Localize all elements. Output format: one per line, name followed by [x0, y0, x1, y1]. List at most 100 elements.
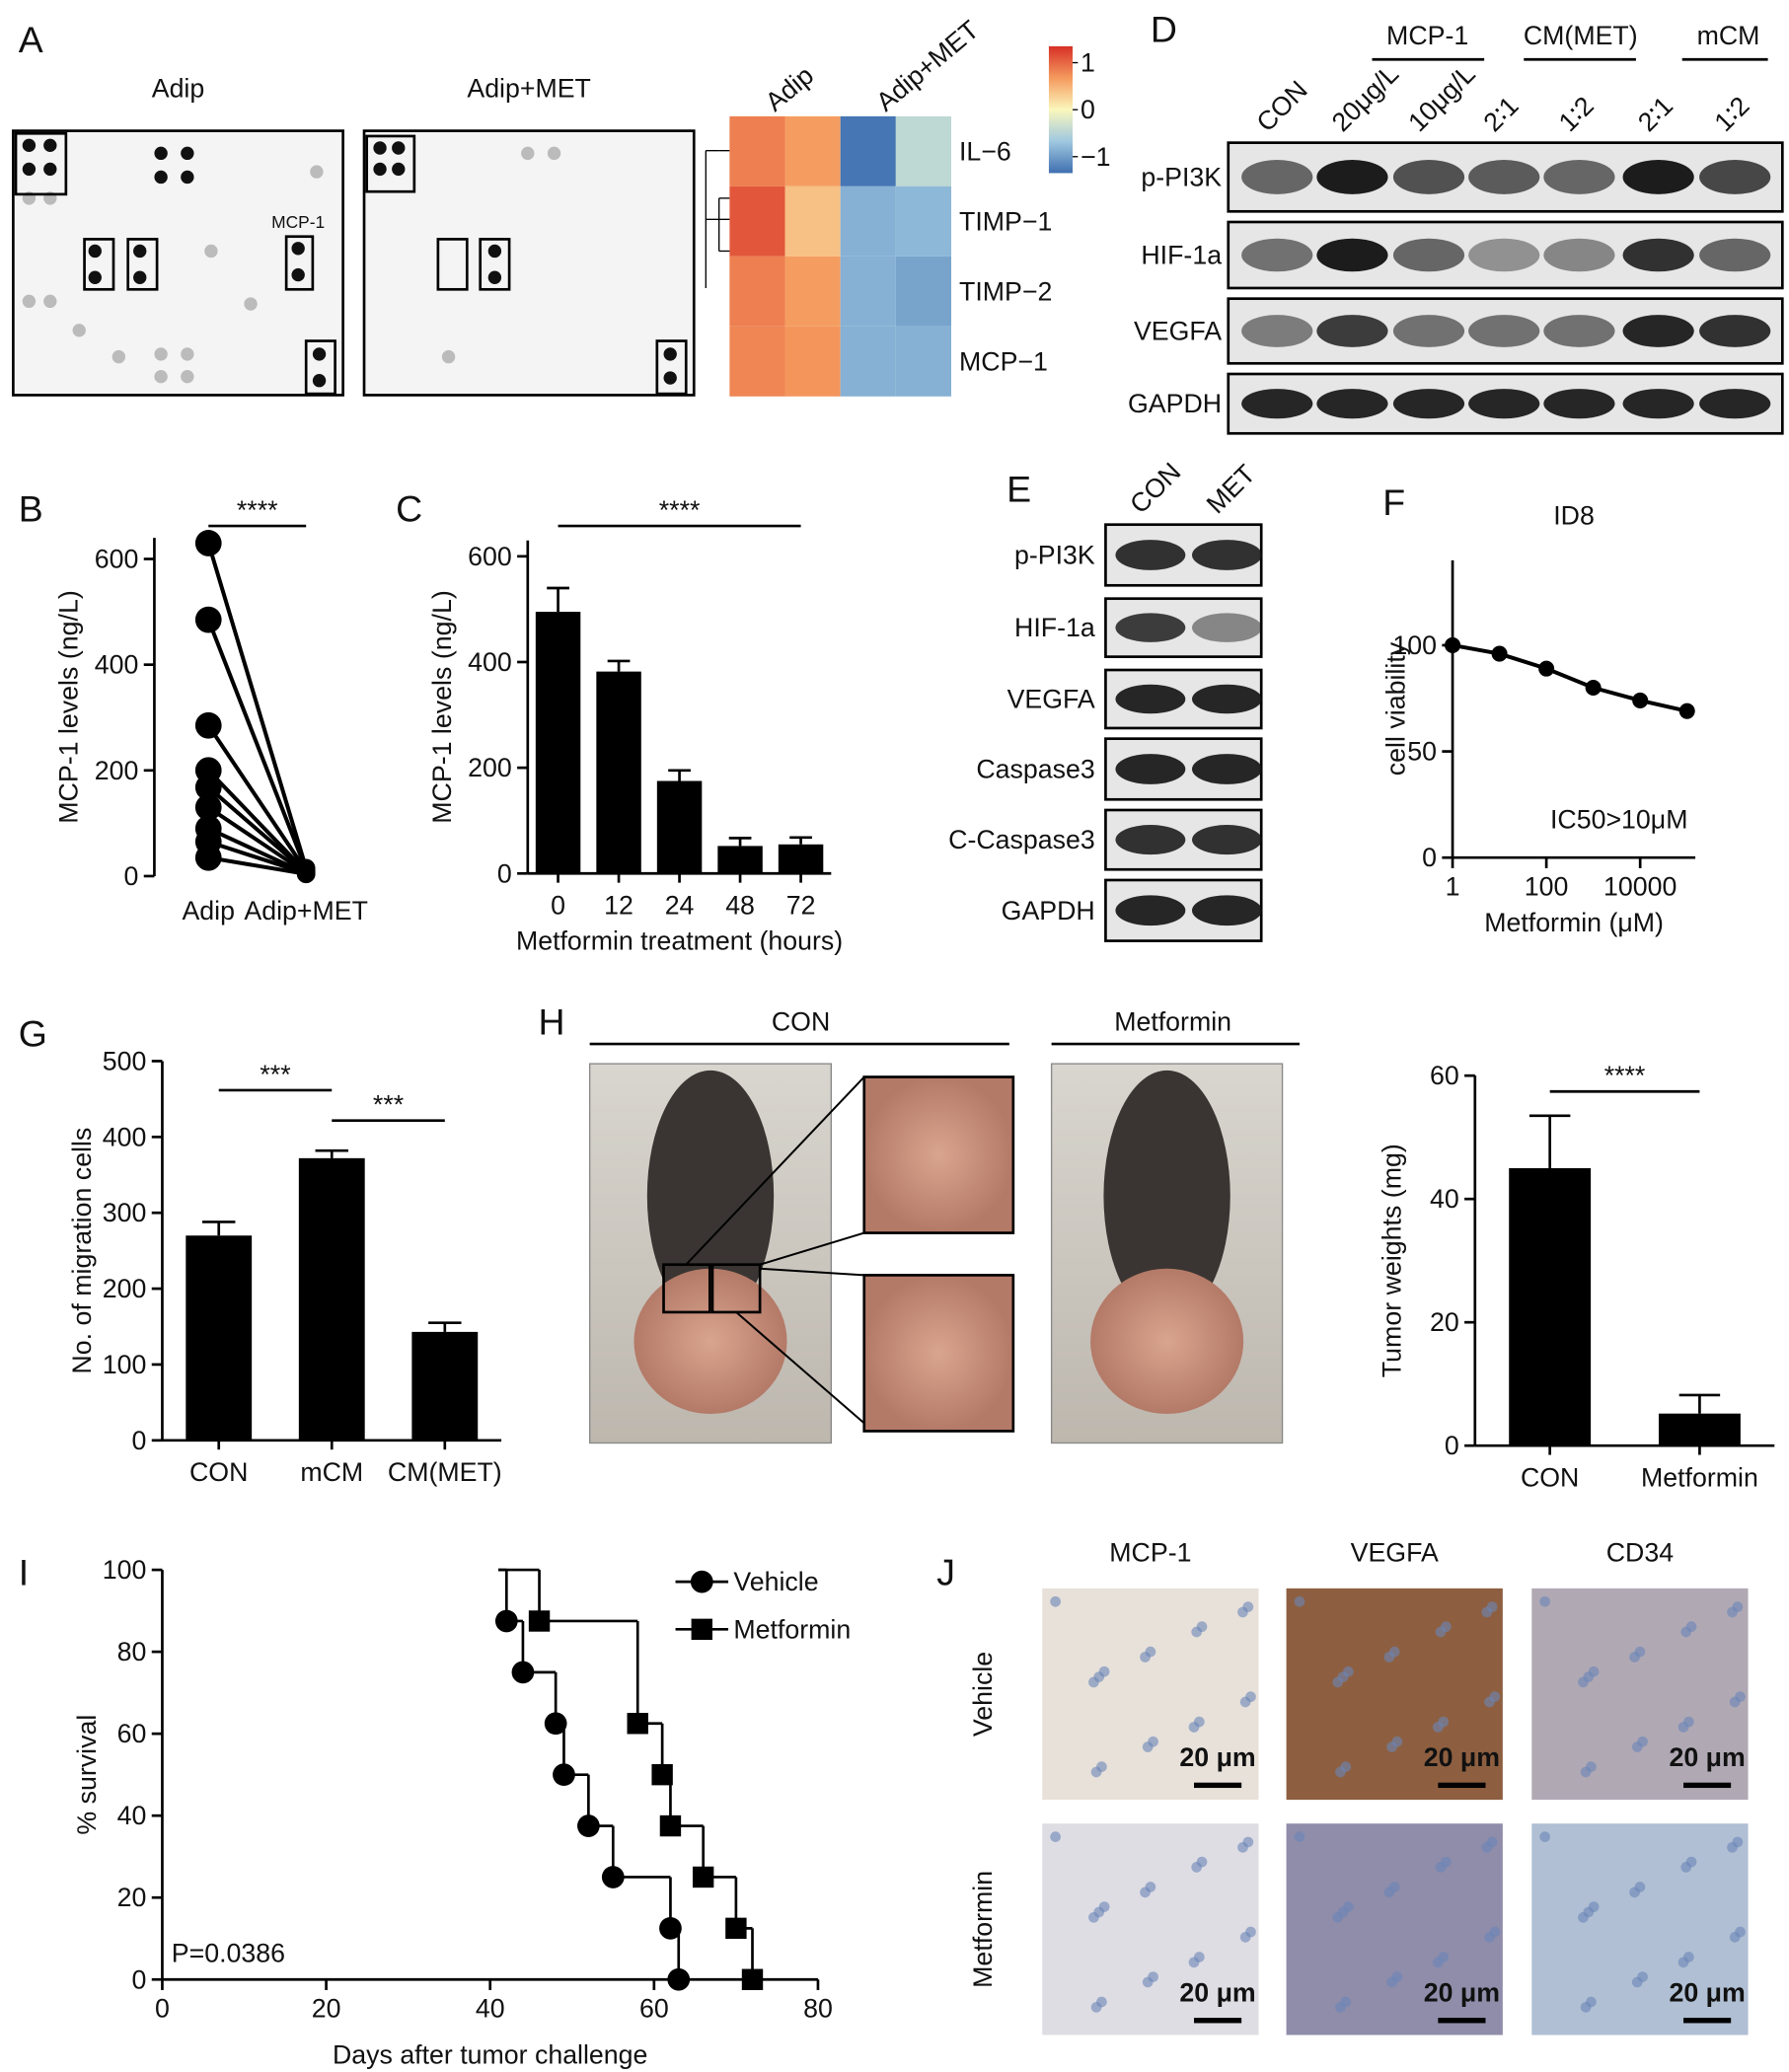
- y-tick-label: 200: [95, 756, 139, 785]
- ihc-cell: [1383, 1652, 1395, 1663]
- blot-band: [1115, 540, 1186, 570]
- blot-row-label: p-PI3K: [1014, 540, 1095, 569]
- zoom-line: [760, 1267, 864, 1277]
- y-tick-label: 60: [117, 1719, 147, 1748]
- marker: [601, 1866, 625, 1888]
- blot-band: [1699, 160, 1771, 194]
- scale-bar-label: 20 μm: [1669, 1978, 1745, 2008]
- y-tick-label: 60: [1430, 1061, 1459, 1090]
- ihc-cell: [1050, 1595, 1061, 1607]
- y-axis-label: MCP-1 levels (ng/L): [427, 590, 457, 824]
- ihc-cell: [1294, 1595, 1305, 1607]
- colorbar-tick-label: 1: [1081, 48, 1095, 78]
- y-axis-label: % survival: [72, 1715, 102, 1835]
- blot-band: [1115, 825, 1186, 855]
- ihc-cell: [1433, 1957, 1444, 1968]
- array-spot: [392, 141, 406, 155]
- colorbar-tick-label: −1: [1081, 142, 1110, 172]
- significance-label: ***: [260, 1060, 290, 1089]
- bar: [535, 612, 581, 874]
- blot-band: [1699, 315, 1771, 347]
- ihc-row-label: Metformin: [968, 1871, 998, 1988]
- mouse-body: [646, 1070, 775, 1322]
- x-tick-label: 12: [604, 890, 634, 920]
- y-tick-label: 200: [103, 1274, 147, 1303]
- y-tick-label: 400: [103, 1122, 147, 1151]
- blot-row-label: VEGFA: [1134, 316, 1222, 345]
- annotation: IC50>10μM: [1550, 804, 1687, 834]
- panel-label: H: [539, 1000, 565, 1042]
- ihc-cell: [1481, 1841, 1493, 1853]
- scale-bar-label: 20 μm: [1179, 1978, 1255, 2008]
- scale-bar-label: 20 μm: [1179, 1742, 1255, 1772]
- point: [1632, 692, 1649, 708]
- blot-band: [1241, 389, 1313, 419]
- array-spot: [373, 141, 387, 155]
- photo-inset: [862, 1075, 1015, 1234]
- array-title: Adip+MET: [467, 74, 591, 104]
- panel-label: E: [1006, 469, 1031, 510]
- marker: [544, 1712, 567, 1736]
- mouse-body: [1103, 1070, 1230, 1322]
- pair-line: [206, 769, 308, 874]
- array-spot: [133, 270, 147, 284]
- y-tick-label: 80: [117, 1637, 147, 1666]
- heatmap-row-label: TIMP−2: [959, 276, 1052, 306]
- array-spot: [112, 349, 126, 364]
- ihc-cell: [1435, 1626, 1447, 1638]
- point: [194, 530, 222, 556]
- y-tick-label: 100: [1392, 630, 1437, 660]
- array-spot: [72, 324, 86, 337]
- array-spot: [22, 162, 37, 177]
- colorbar: [1048, 45, 1073, 174]
- x-tick-label: CON: [1521, 1462, 1579, 1492]
- y-axis-label: Tumor weights (mg): [1378, 1144, 1407, 1377]
- x-tick-label: 0: [155, 1994, 170, 2024]
- significance-label: ****: [237, 495, 278, 525]
- ihc-cell: [1729, 1932, 1741, 1943]
- blot-band: [1191, 895, 1262, 926]
- panel-label: I: [19, 1552, 29, 1593]
- heatmap-cell: [895, 185, 951, 257]
- blot-band: [1699, 389, 1771, 419]
- array-spot: [441, 349, 456, 364]
- y-axis-label: MCP-1 levels (ng/L): [54, 590, 84, 824]
- pair-line: [207, 826, 308, 876]
- blot-band: [1115, 684, 1186, 714]
- zoom-line: [735, 1311, 865, 1425]
- array-spot: [487, 244, 502, 259]
- y-axis-label: cell viability: [1381, 641, 1411, 776]
- chart-title: ID8: [1553, 500, 1595, 530]
- blot-row-label: HIF-1a: [1141, 240, 1222, 269]
- ihc-cell: [1050, 1831, 1061, 1842]
- spot-box: [436, 238, 469, 291]
- panel-label: G: [19, 1012, 47, 1054]
- array-spot: [291, 267, 305, 282]
- x-tick-label: Metformin: [1641, 1462, 1758, 1492]
- blot-band: [1622, 389, 1694, 419]
- x-axis-label: Metformin (μM): [1484, 908, 1664, 937]
- ihc-cell: [1729, 1696, 1741, 1708]
- blot-band: [1191, 684, 1262, 714]
- ihc-cell: [1539, 1595, 1550, 1607]
- array-image: [362, 129, 696, 397]
- legend-marker: [690, 1570, 713, 1593]
- y-tick-label: 0: [132, 1426, 147, 1455]
- blot-band: [1316, 389, 1388, 419]
- point: [194, 606, 222, 633]
- array-image: [12, 129, 344, 397]
- heatmap-cell: [895, 256, 951, 327]
- blot-band: [1191, 754, 1262, 784]
- spot-box: [655, 339, 688, 396]
- marker: [659, 1814, 682, 1837]
- array-spot: [133, 244, 147, 259]
- lane-group: mCM: [1697, 21, 1760, 50]
- point: [194, 774, 222, 801]
- ihc-image: [1042, 1588, 1259, 1801]
- colorbar-tick-label: 0: [1081, 95, 1095, 124]
- ihc-cell: [1677, 1957, 1689, 1968]
- spot-box: [365, 134, 416, 193]
- heatmap-cell: [729, 115, 785, 186]
- array-spot: [392, 162, 406, 177]
